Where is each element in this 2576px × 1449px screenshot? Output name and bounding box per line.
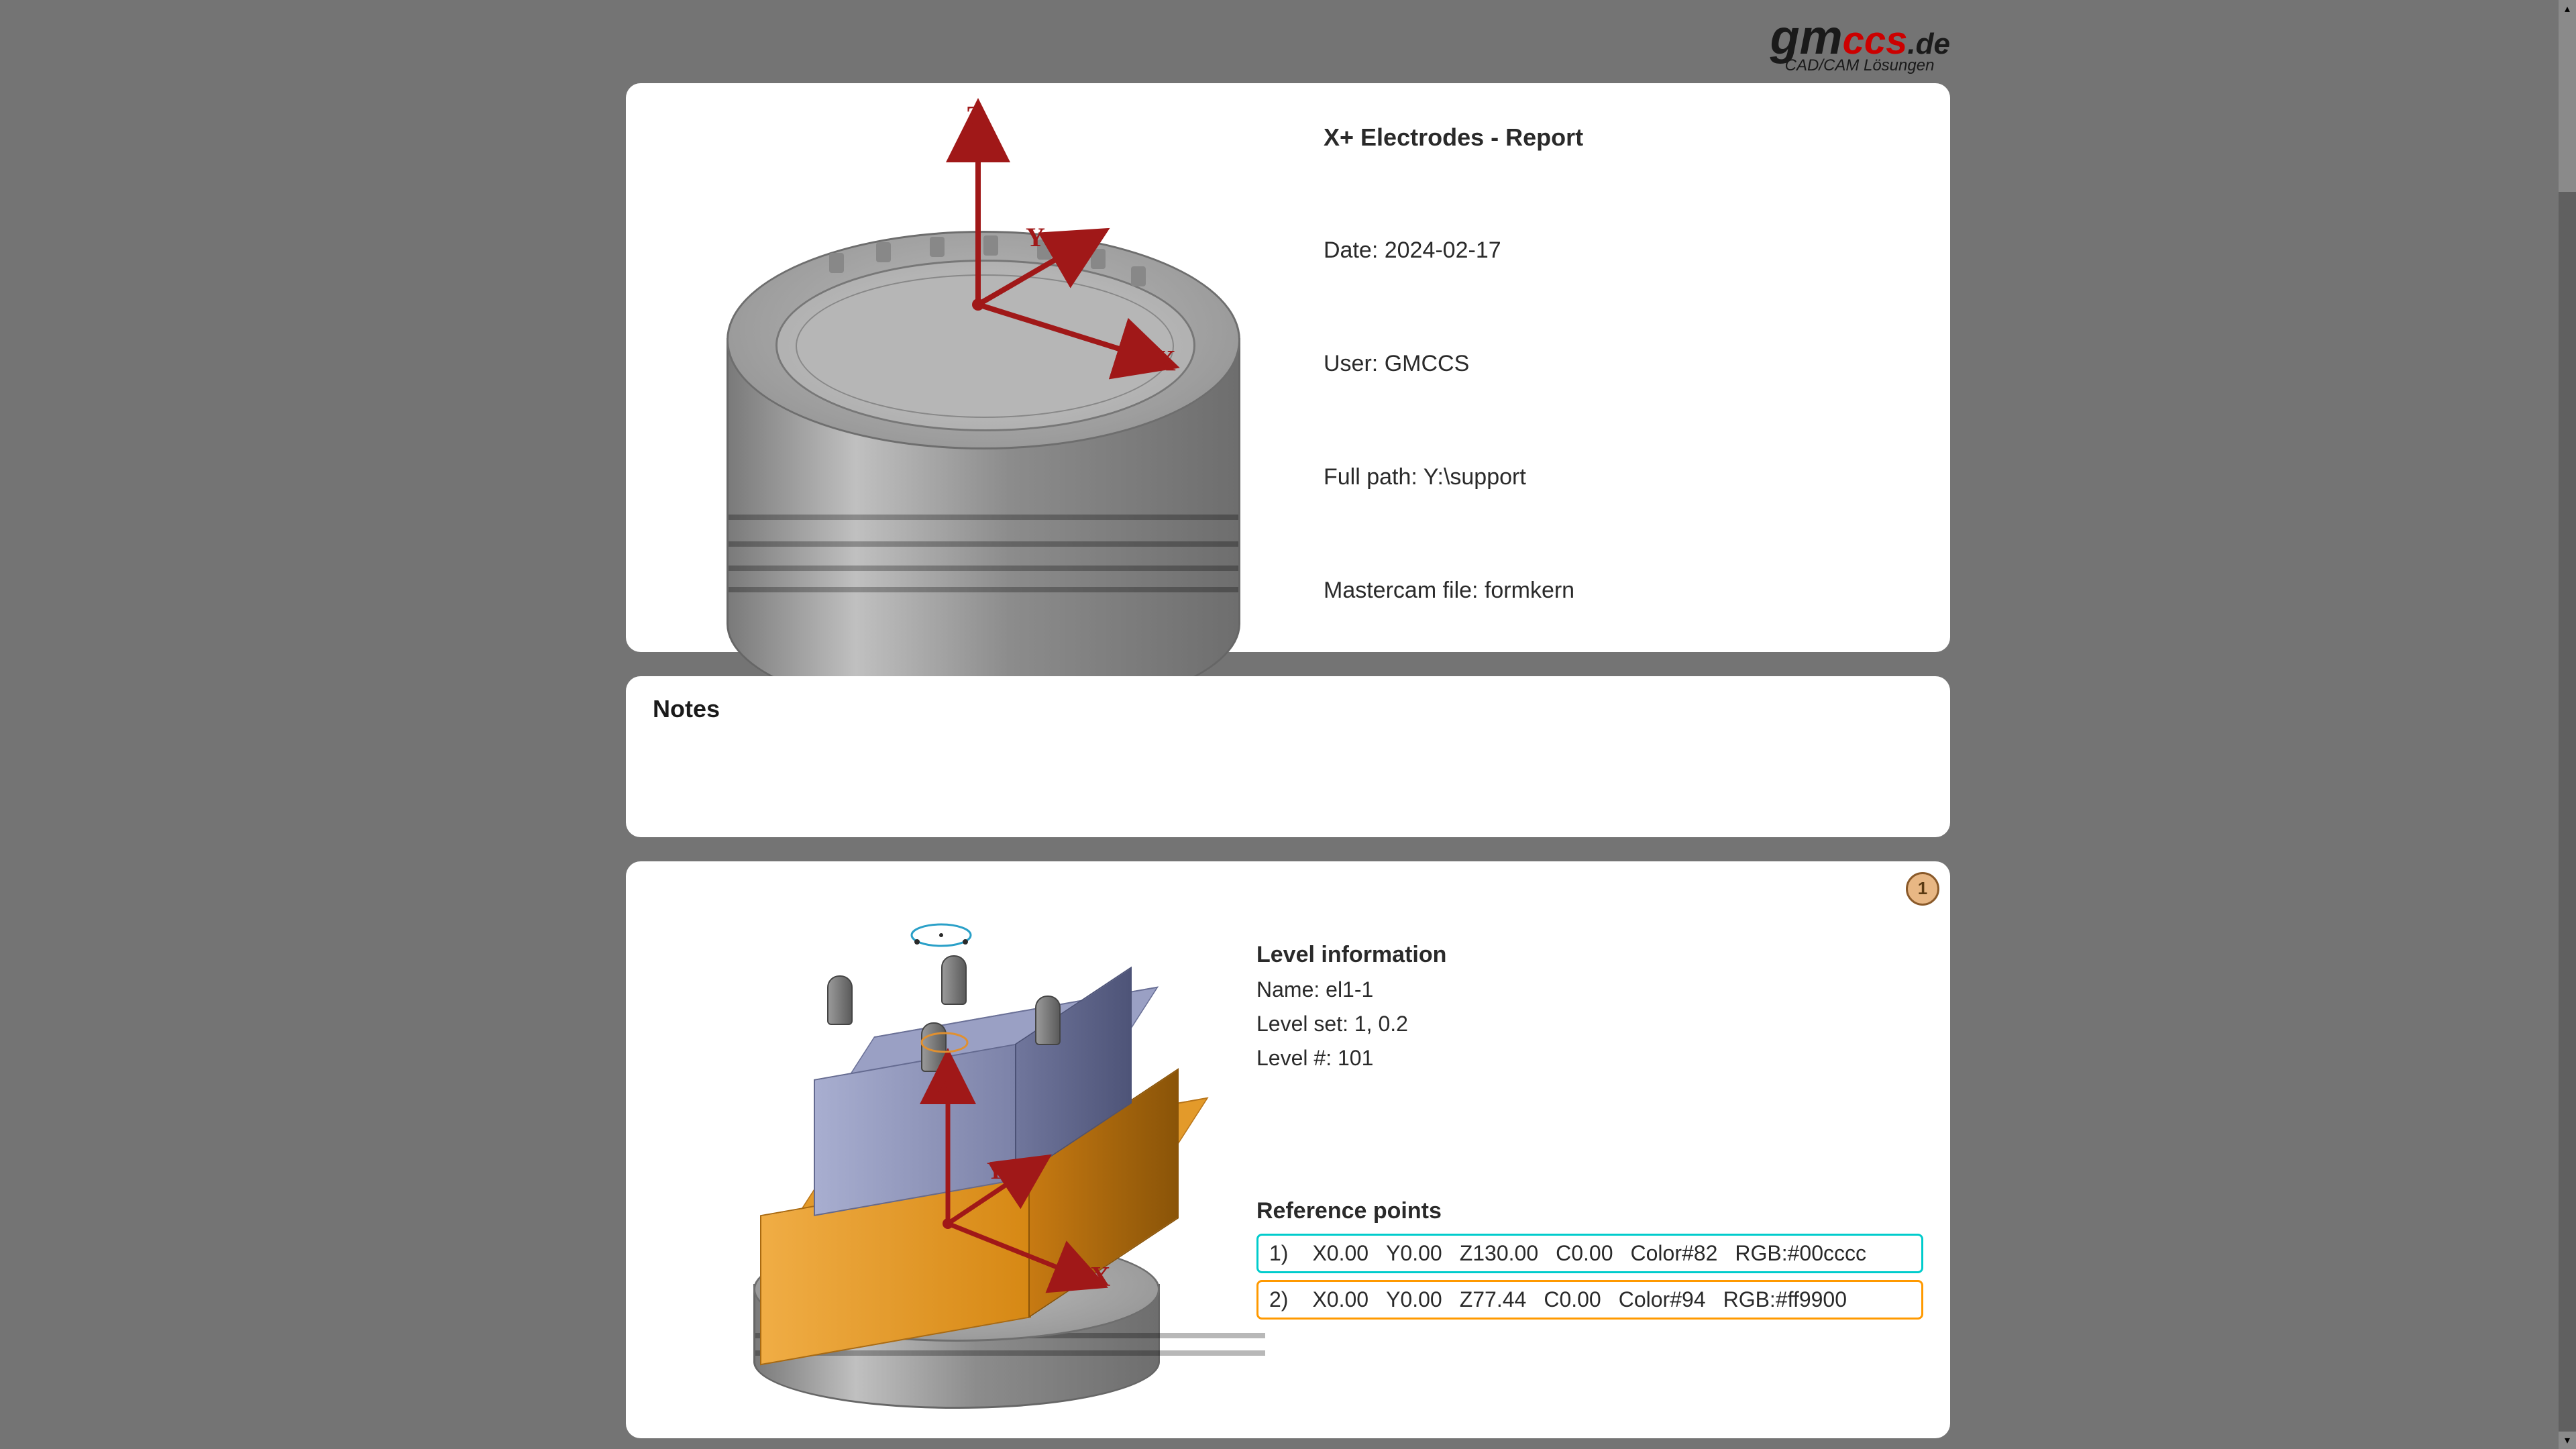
- logo-tagline: CAD/CAM Lösungen: [1785, 56, 1935, 75]
- level-name: Name: el1-1: [1256, 977, 1923, 1002]
- report-path: Full path: Y:\support: [1324, 464, 1923, 490]
- logo-ccs: ccs: [1843, 25, 1908, 56]
- workpiece-render: Z Y X: [653, 97, 1297, 632]
- scroll-down-icon[interactable]: ▾: [2559, 1432, 2576, 1449]
- axis-x-label-2: X: [1090, 1261, 1110, 1293]
- axis-overlay-main: [653, 97, 1297, 687]
- electrode-card: 1: [626, 861, 1950, 1438]
- axis-y-label-2: Y: [987, 1157, 1004, 1185]
- logo-gm: gm: [1770, 19, 1843, 58]
- scrollbar[interactable]: ▴ ▾: [2559, 0, 2576, 1449]
- refpoint-row: 2)X0.00Y0.00Z77.44C0.00Color#94RGB:#ff99…: [1256, 1280, 1923, 1320]
- axis-z-label: Z: [965, 99, 985, 133]
- refpoints-heading: Reference points: [1256, 1198, 1923, 1224]
- report-date: Date: 2024-02-17: [1324, 237, 1923, 264]
- report-meta: X+ Electrodes - Report Date: 2024-02-17 …: [1297, 97, 1923, 632]
- refpoint-row: 1)X0.00Y0.00Z130.00C0.00Color#82RGB:#00c…: [1256, 1234, 1923, 1273]
- scroll-thumb[interactable]: [2559, 17, 2576, 192]
- level-set: Level set: 1, 0.2: [1256, 1012, 1923, 1036]
- report-title: X+ Electrodes - Report: [1324, 123, 1923, 152]
- logo-bar: gm ccs .de CAD/CAM Lösungen: [618, 0, 1958, 83]
- logo-de: .de: [1907, 32, 1950, 56]
- level-info-heading: Level information: [1256, 942, 1923, 968]
- electrode-render: Z Y X: [653, 888, 1256, 1398]
- scroll-up-icon[interactable]: ▴: [2559, 0, 2576, 17]
- brand-logo: gm ccs .de CAD/CAM Lösungen: [1770, 19, 1950, 75]
- axis-x-label: X: [1155, 343, 1176, 378]
- report-user: User: GMCCS: [1324, 351, 1923, 377]
- level-number: Level #: 101: [1256, 1046, 1923, 1071]
- notes-card: Notes: [626, 676, 1950, 837]
- report-header-card: Z Y X X+ Electrodes - Report Date: 2024-…: [626, 83, 1950, 652]
- axis-overlay-electrode: [653, 888, 1256, 1398]
- report-file: Mastercam file: formkern: [1324, 578, 1923, 604]
- axis-z-label-2: Z: [937, 1069, 955, 1101]
- notes-title: Notes: [653, 695, 1923, 723]
- axis-y-label: Y: [1026, 221, 1045, 253]
